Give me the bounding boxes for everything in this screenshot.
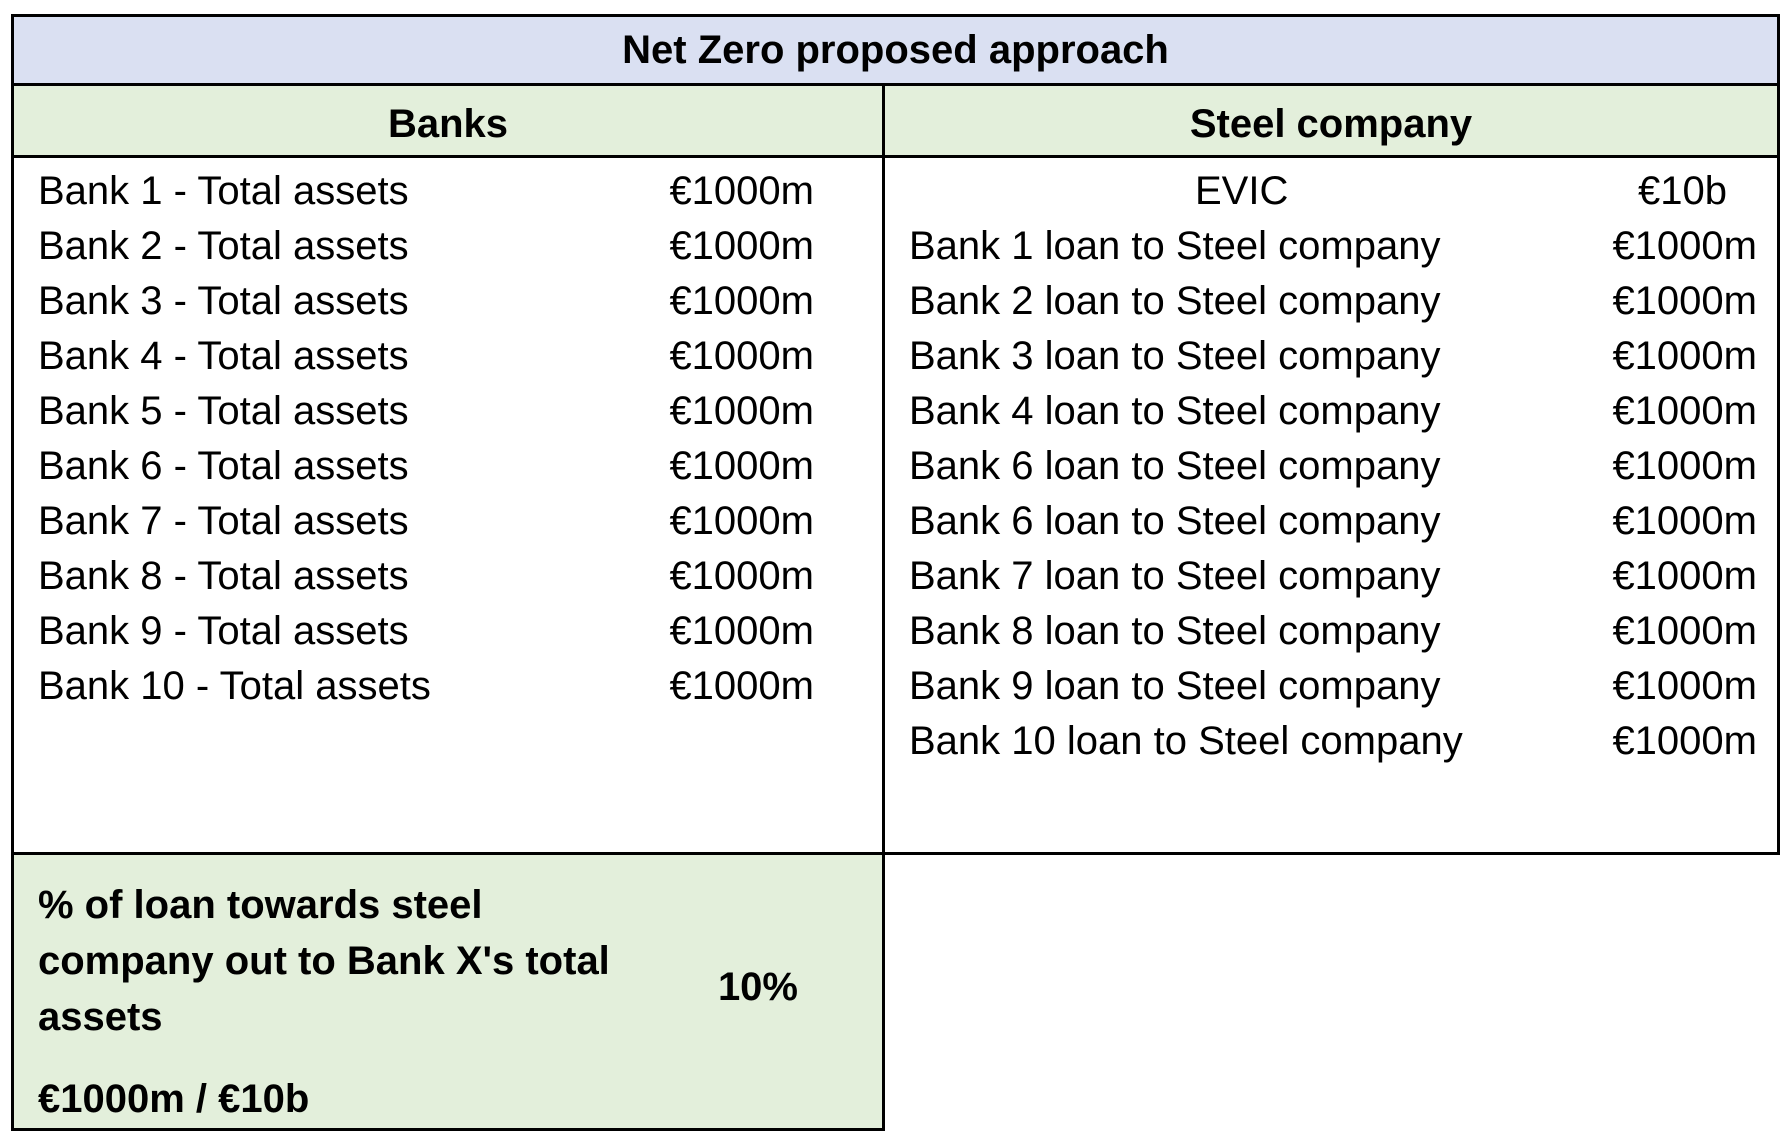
steel-company-column-header: Steel company bbox=[882, 86, 1780, 158]
bank-row-value: €1000m bbox=[669, 444, 814, 488]
bank-row: Bank 1 - Total assets €1000m bbox=[14, 160, 882, 222]
bank-row-label: Bank 8 - Total assets bbox=[38, 554, 409, 598]
bank-row-label: Bank 6 - Total assets bbox=[38, 444, 409, 488]
loan-row-label: Bank 3 loan to Steel company bbox=[909, 334, 1441, 378]
summary-box: % of loan towards steel company out to B… bbox=[11, 852, 885, 1131]
banks-panel: Bank 1 - Total assets €1000m Bank 2 - To… bbox=[11, 158, 885, 855]
loan-row-label: Bank 10 loan to Steel company bbox=[909, 719, 1463, 763]
loan-row-label: Bank 8 loan to Steel company bbox=[909, 609, 1441, 653]
bank-row-value: €1000m bbox=[669, 664, 814, 708]
bank-row: Bank 4 - Total assets €1000m bbox=[14, 325, 882, 387]
summary-percentage: 10% bbox=[717, 965, 798, 1009]
loan-row-label: Bank 4 loan to Steel company bbox=[909, 389, 1441, 433]
loan-row-value: €1000m bbox=[1612, 664, 1757, 708]
loan-row-value: €1000m bbox=[1612, 554, 1757, 598]
bank-row-label: Bank 5 - Total assets bbox=[38, 389, 409, 433]
bank-row-value: €1000m bbox=[669, 224, 814, 268]
loan-row-value: €1000m bbox=[1612, 609, 1757, 653]
table-title: Net Zero proposed approach bbox=[11, 14, 1780, 86]
loan-row-value: €1000m bbox=[1612, 334, 1757, 378]
loan-row-label: Bank 1 loan to Steel company bbox=[909, 224, 1441, 268]
bank-row-label: Bank 7 - Total assets bbox=[38, 499, 409, 543]
loan-row-value: €1000m bbox=[1612, 444, 1757, 488]
evic-label: EVIC bbox=[1195, 169, 1289, 213]
bank-row-label: Bank 1 - Total assets bbox=[38, 169, 409, 213]
bank-row-value: €1000m bbox=[669, 334, 814, 378]
loan-row: Bank 8 loan to Steel company €1000m bbox=[885, 600, 1777, 662]
bank-row: Bank 5 - Total assets €1000m bbox=[14, 380, 882, 442]
bank-row-label: Bank 3 - Total assets bbox=[38, 279, 409, 323]
bank-row: Bank 2 - Total assets €1000m bbox=[14, 215, 882, 277]
loan-row: Bank 6 loan to Steel company €1000m bbox=[885, 435, 1777, 497]
bank-row-label: Bank 9 - Total assets bbox=[38, 609, 409, 653]
bank-row-value: €1000m bbox=[669, 279, 814, 323]
bank-row-label: Bank 2 - Total assets bbox=[38, 224, 409, 268]
bank-row-label: Bank 10 - Total assets bbox=[38, 664, 431, 708]
loan-row-value: €1000m bbox=[1612, 499, 1757, 543]
loan-row-value: €1000m bbox=[1612, 279, 1757, 323]
loan-row: Bank 10 loan to Steel company €1000m bbox=[885, 710, 1777, 772]
loan-row-label: Bank 2 loan to Steel company bbox=[909, 279, 1441, 323]
evic-row: EVIC €10b bbox=[885, 160, 1777, 222]
summary-calculation: €1000m / €10b bbox=[38, 1077, 310, 1121]
loan-row-label: Bank 6 loan to Steel company bbox=[909, 444, 1441, 488]
bank-row-value: €1000m bbox=[669, 554, 814, 598]
loan-row: Bank 3 loan to Steel company €1000m bbox=[885, 325, 1777, 387]
bank-row: Bank 6 - Total assets €1000m bbox=[14, 435, 882, 497]
bank-row: Bank 3 - Total assets €1000m bbox=[14, 270, 882, 332]
loan-row-label: Bank 6 loan to Steel company bbox=[909, 499, 1441, 543]
loan-row: Bank 7 loan to Steel company €1000m bbox=[885, 545, 1777, 607]
bank-row: Bank 8 - Total assets €1000m bbox=[14, 545, 882, 607]
loan-row-value: €1000m bbox=[1612, 719, 1757, 763]
bank-row-value: €1000m bbox=[669, 169, 814, 213]
loan-row-label: Bank 9 loan to Steel company bbox=[909, 664, 1441, 708]
loan-row: Bank 2 loan to Steel company €1000m bbox=[885, 270, 1777, 332]
bank-row: Bank 9 - Total assets €1000m bbox=[14, 600, 882, 662]
summary-description: % of loan towards steel company out to B… bbox=[38, 883, 610, 1039]
bank-row-value: €1000m bbox=[669, 609, 814, 653]
loan-row: Bank 9 loan to Steel company €1000m bbox=[885, 655, 1777, 717]
evic-value: €10b bbox=[1638, 169, 1727, 213]
bank-row: Bank 10 - Total assets €1000m bbox=[14, 655, 882, 717]
bank-row-value: €1000m bbox=[669, 389, 814, 433]
loan-row: Bank 1 loan to Steel company €1000m bbox=[885, 215, 1777, 277]
bank-row: Bank 7 - Total assets €1000m bbox=[14, 490, 882, 552]
loan-row-label: Bank 7 loan to Steel company bbox=[909, 554, 1441, 598]
steel-company-panel: EVIC €10b Bank 1 loan to Steel company €… bbox=[882, 158, 1780, 855]
loan-row-value: €1000m bbox=[1612, 389, 1757, 433]
loan-row-value: €1000m bbox=[1612, 224, 1757, 268]
loan-row: Bank 4 loan to Steel company €1000m bbox=[885, 380, 1777, 442]
banks-column-header: Banks bbox=[11, 86, 885, 158]
loan-row: Bank 6 loan to Steel company €1000m bbox=[885, 490, 1777, 552]
bank-row-value: €1000m bbox=[669, 499, 814, 543]
bank-row-label: Bank 4 - Total assets bbox=[38, 334, 409, 378]
